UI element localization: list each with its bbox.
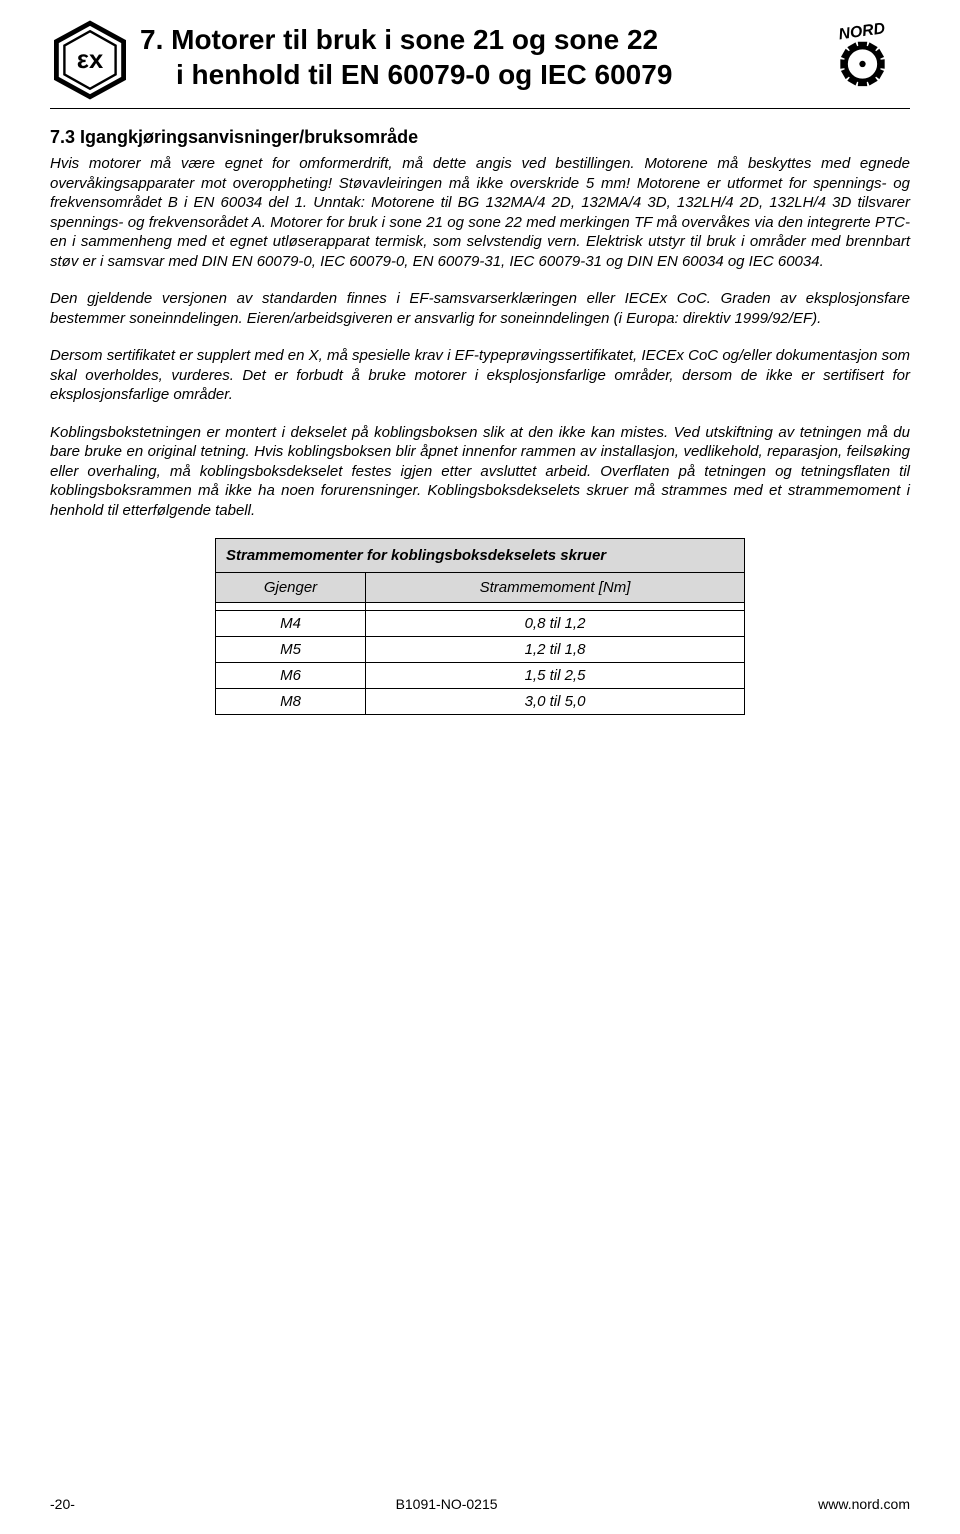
table-row: M5 1,2 til 1,8 bbox=[216, 637, 745, 663]
torque-table-wrap: Strammemomenter for koblingsboksdekselet… bbox=[50, 538, 910, 715]
table-spacer-row bbox=[216, 603, 745, 611]
svg-text:NORD: NORD bbox=[838, 20, 887, 43]
table-title-row: Strammemomenter for koblingsboksdekselet… bbox=[216, 539, 745, 573]
page-title-line1: 7. Motorer til bruk i sone 21 og sone 22 bbox=[140, 22, 800, 57]
table-row: M6 1,5 til 2,5 bbox=[216, 663, 745, 689]
table-header-row: Gjenger Strammemoment [Nm] bbox=[216, 573, 745, 603]
section-heading: 7.3 Igangkjøringsanvisninger/bruksområde bbox=[50, 127, 910, 148]
table-cell-thread: M4 bbox=[216, 611, 366, 637]
footer-url: www.nord.com bbox=[818, 1496, 910, 1512]
table-col2-header: Strammemoment [Nm] bbox=[366, 573, 745, 603]
page-header: εx 7. Motorer til bruk i sone 21 og sone… bbox=[50, 20, 910, 100]
table-row: M4 0,8 til 1,2 bbox=[216, 611, 745, 637]
paragraph-4: Koblingsbokstetningen er montert i dekse… bbox=[50, 423, 910, 521]
table-cell-thread: M6 bbox=[216, 663, 366, 689]
torque-table: Strammemomenter for koblingsboksdekselet… bbox=[215, 538, 745, 715]
ex-hexagon-icon: εx bbox=[50, 20, 130, 100]
paragraph-3: Dersom sertifikatet er supplert med en X… bbox=[50, 346, 910, 405]
table-cell-torque: 0,8 til 1,2 bbox=[366, 611, 745, 637]
table-cell-thread: M8 bbox=[216, 689, 366, 715]
table-row: M8 3,0 til 5,0 bbox=[216, 689, 745, 715]
page-footer: -20- B1091-NO-0215 www.nord.com bbox=[50, 1496, 910, 1512]
footer-doc-id: B1091-NO-0215 bbox=[396, 1496, 498, 1512]
footer-page-number: -20- bbox=[50, 1496, 75, 1512]
paragraph-2: Den gjeldende versjonen av standarden fi… bbox=[50, 289, 910, 328]
table-cell-torque: 1,2 til 1,8 bbox=[366, 637, 745, 663]
page-title-block: 7. Motorer til bruk i sone 21 og sone 22… bbox=[140, 20, 800, 92]
nord-gear-logo-icon: NORD bbox=[815, 20, 910, 100]
table-cell-torque: 1,5 til 2,5 bbox=[366, 663, 745, 689]
svg-text:εx: εx bbox=[77, 46, 104, 74]
table-title: Strammemomenter for koblingsboksdekselet… bbox=[216, 539, 745, 573]
table-cell-thread: M5 bbox=[216, 637, 366, 663]
page-title-line2: i henhold til EN 60079-0 og IEC 60079 bbox=[140, 57, 800, 92]
table-col1-header: Gjenger bbox=[216, 573, 366, 603]
paragraph-1: Hvis motorer må være egnet for omformerd… bbox=[50, 154, 910, 271]
table-cell-torque: 3,0 til 5,0 bbox=[366, 689, 745, 715]
header-divider bbox=[50, 108, 910, 109]
